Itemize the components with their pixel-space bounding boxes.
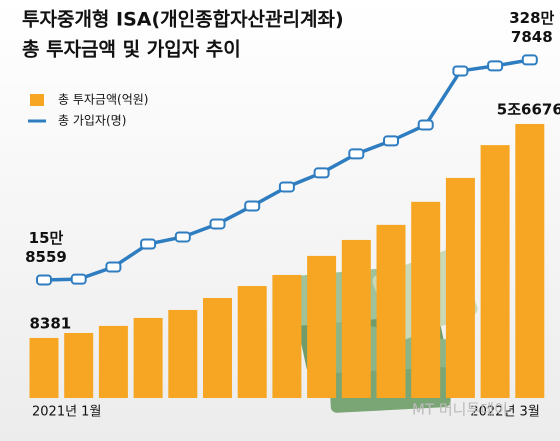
x-tick-label: 2022년 3월 <box>470 405 539 420</box>
bar <box>133 317 163 398</box>
bar <box>272 274 302 398</box>
bar <box>341 239 371 398</box>
data-label: 15만 8559 <box>25 228 67 265</box>
bar <box>237 286 267 398</box>
watermark: MT 머니투데이 <box>412 401 508 419</box>
bar <box>203 297 232 398</box>
bar <box>376 224 406 398</box>
point <box>348 148 365 160</box>
bar <box>168 309 198 398</box>
data-label: 328만 7848 <box>509 8 554 45</box>
chart-title: 투자중개형 ISA(개인종합자산관리계좌) <box>22 9 344 31</box>
legend-label: 총 투자금액(억원) <box>58 93 148 107</box>
point <box>70 273 87 285</box>
point <box>417 119 434 131</box>
point <box>209 218 226 230</box>
point <box>487 60 504 72</box>
bar <box>307 255 337 398</box>
bar <box>445 177 475 398</box>
bar <box>480 145 510 398</box>
point <box>452 65 469 77</box>
point <box>244 200 261 212</box>
bar <box>64 332 94 398</box>
bar <box>515 123 545 399</box>
x-tick-label: 2021년 1월 <box>32 405 101 420</box>
legend-label: 총 가입자(명) <box>58 114 126 128</box>
point <box>521 54 538 66</box>
bar <box>411 201 441 398</box>
bar <box>98 325 128 398</box>
point <box>36 274 52 286</box>
point <box>105 261 122 273</box>
data-label: 5조6676 <box>497 100 560 118</box>
point <box>278 181 295 193</box>
bar <box>29 337 59 398</box>
point <box>174 231 191 243</box>
data-label: 8381 <box>30 314 72 332</box>
chart-subtitle: 총 투자금액 및 가입자 추이 <box>22 39 241 61</box>
point <box>313 167 330 179</box>
legend-swatch <box>30 94 44 106</box>
point <box>383 135 399 147</box>
point <box>140 238 157 250</box>
